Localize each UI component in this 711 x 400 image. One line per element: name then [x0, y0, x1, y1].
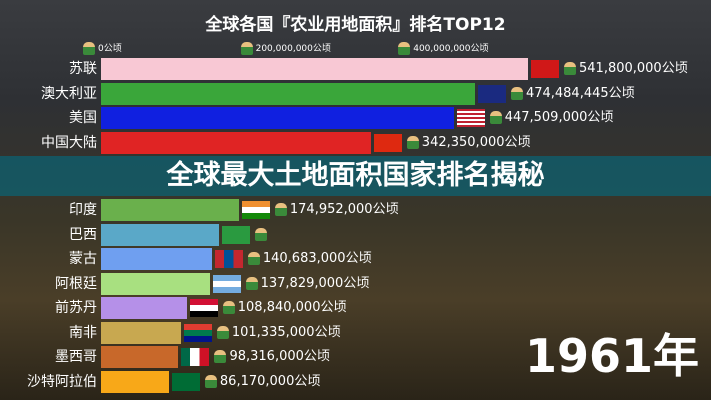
india-flag-icon [241, 201, 270, 219]
tick-text: 200,000,000公顷 [255, 44, 331, 54]
bar [101, 272, 210, 295]
bar-row: 沙特阿拉伯 86,170,000公顷 [0, 370, 711, 393]
bar-row: 印度 174,952,000公顷 [0, 199, 711, 221]
bar [101, 199, 239, 221]
category-label: 澳大利亚 [41, 85, 97, 102]
bar [101, 82, 475, 105]
value-text: 447,509,000公顷 [504, 110, 614, 125]
category-label: 印度 [69, 202, 97, 218]
value-label: 98,316,000公顷 [214, 346, 330, 368]
value-text: 108,840,000公顷 [237, 300, 347, 315]
category-label: 南非 [69, 324, 97, 341]
bar [101, 297, 187, 319]
value-label: 174,952,000公顷 [274, 199, 399, 221]
bar-row: 澳大利亚 474,484,445公顷 [0, 82, 711, 105]
farmer-icon [222, 301, 235, 314]
overlay-banner: 全球最大土地面积国家排名揭秘 [0, 156, 711, 196]
bar [101, 223, 220, 246]
farmer-icon [274, 203, 287, 216]
value-text: 474,484,445公顷 [525, 85, 635, 101]
farmer-icon [255, 227, 268, 241]
value-label: 101,335,000公顷 [216, 322, 341, 344]
farmer-icon [489, 111, 502, 124]
farmer-icon [204, 374, 217, 388]
value-text: 86,170,000公顷 [219, 373, 321, 389]
category-label: 苏联 [69, 61, 97, 77]
bar [101, 131, 371, 154]
value-label [255, 224, 270, 246]
value-text: 101,335,000公顷 [231, 324, 341, 340]
value-text: 541,800,000公顷 [579, 61, 688, 76]
category-label: 阿根廷 [55, 275, 97, 292]
value-label: 140,683,000公顷 [247, 248, 372, 270]
axis-tick-label: 200,000,000公顷 [240, 41, 331, 55]
value-text: 98,316,000公顷 [229, 349, 330, 364]
bar-row: 苏联 541,800,000公顷 [0, 58, 711, 80]
category-label: 中国大陆 [41, 134, 97, 151]
value-label: 86,170,000公顷 [204, 371, 321, 393]
saudi-flag-icon [171, 372, 200, 391]
bar [101, 346, 179, 368]
farmer-icon [214, 350, 227, 363]
bar-row: 阿根廷 137,829,000公顷 [0, 272, 711, 295]
farmer-icon [216, 325, 229, 339]
bar [101, 370, 169, 393]
axis-tick-label: 400,000,000公顷 [398, 41, 489, 55]
bar-row: 蒙古 140,683,000公顷 [0, 248, 711, 270]
category-label: 前苏丹 [55, 300, 97, 316]
farmer-icon [406, 135, 419, 149]
banner-text: 全球最大土地面积国家排名揭秘 [166, 160, 545, 191]
australia-flag-icon [477, 84, 506, 103]
value-text: 137,829,000公顷 [260, 275, 370, 291]
category-label: 巴西 [69, 226, 97, 243]
bar [101, 58, 528, 80]
farmer-icon [398, 42, 411, 55]
value-label: 474,484,445公顷 [510, 83, 635, 105]
year-label: 1961年 [524, 329, 699, 383]
bar-row: 墨西哥 98,316,000公顷 [0, 346, 711, 368]
tick-text: 400,000,000公顷 [413, 44, 489, 54]
brazil-flag-icon [222, 225, 251, 244]
south-africa-flag-icon [183, 323, 212, 342]
ussr-flag-icon [531, 60, 559, 78]
farmer-icon [564, 62, 576, 75]
bar-row: 前苏丹 108,840,000公顷 [0, 297, 711, 319]
sudan-flag-icon [189, 299, 218, 317]
value-text: 140,683,000公顷 [262, 251, 372, 266]
bar-row: 南非 101,335,000公顷 [0, 321, 711, 344]
value-label: 137,829,000公顷 [245, 273, 370, 295]
farmer-icon [247, 252, 260, 265]
china-flag-icon [373, 133, 402, 152]
tick-text: 0公顷 [98, 44, 122, 54]
category-label: 墨西哥 [55, 349, 97, 365]
bar [101, 321, 181, 344]
value-label: 541,800,000公顷 [564, 58, 688, 80]
axis-tick-label: 0公顷 [83, 41, 122, 55]
argentina-flag-icon [212, 274, 241, 293]
value-label: 108,840,000公顷 [222, 297, 347, 319]
farmer-icon [245, 276, 258, 290]
category-label: 沙特阿拉伯 [27, 373, 97, 390]
mexico-flag-icon [181, 348, 210, 366]
farmer-icon [83, 42, 95, 55]
bar [101, 107, 454, 129]
category-label: 蒙古 [69, 251, 97, 267]
mongolia-flag-icon [214, 250, 243, 268]
value-text: 342,350,000公顷 [421, 134, 531, 150]
usa-flag-icon [456, 109, 485, 127]
bar-row: 美国 447,509,000公顷 [0, 107, 711, 129]
farmer-icon [510, 86, 523, 100]
value-text: 174,952,000公顷 [289, 202, 399, 217]
value-label: 342,350,000公顷 [406, 132, 531, 154]
category-label: 美国 [69, 110, 97, 126]
bar [101, 248, 212, 270]
farmer-icon [240, 42, 253, 55]
value-label: 447,509,000公顷 [489, 107, 614, 129]
bar-row: 中国大陆 342,350,000公顷 [0, 131, 711, 154]
bar-row: 巴西 [0, 223, 711, 246]
chart-title: 全球各国『农业用地面积』排名TOP12 [205, 15, 506, 35]
